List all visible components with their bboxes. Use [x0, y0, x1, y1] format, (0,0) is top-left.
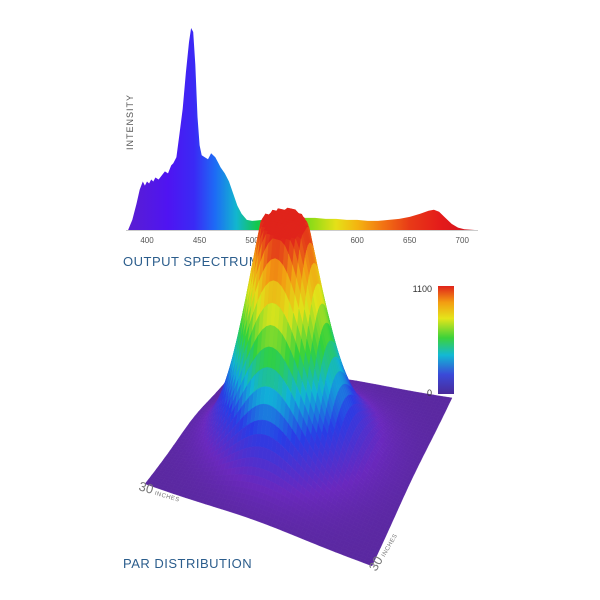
y-axis-label: INTENSITY — [125, 94, 135, 150]
x-tick-label: 650 — [403, 236, 417, 245]
x-tick-label: 700 — [456, 236, 470, 245]
colorbar — [438, 286, 454, 394]
x-axis-number: 30 — [137, 478, 155, 496]
surface-cell — [367, 561, 374, 567]
x-tick-label: 600 — [350, 236, 364, 245]
y-axis-number: 30 — [366, 553, 386, 573]
colorbar-min-label: 0 — [427, 388, 432, 398]
x-tick-label: 400 — [140, 236, 154, 245]
par-title: PAR DISTRIBUTION — [123, 556, 253, 571]
x-tick-label: 500 — [245, 236, 259, 245]
surface-mesh — [144, 207, 453, 567]
spectrum-chart: INTENSITY 400450500550600650700 — [125, 28, 478, 245]
x-tick-label: 450 — [193, 236, 207, 245]
colorbar-max-label: 1100 — [413, 284, 432, 294]
